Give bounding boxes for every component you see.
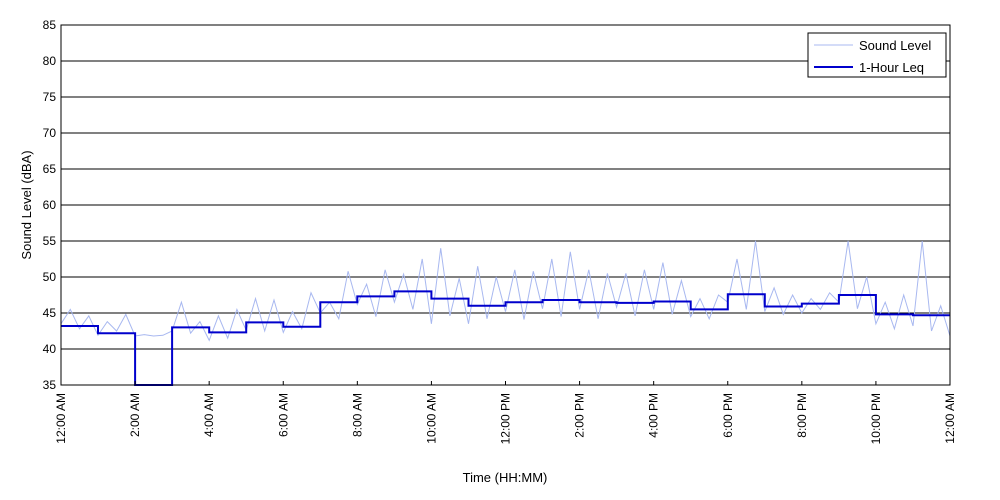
y-axis-ticks: 35 40 45 50 55 60 65 70 75 80 85 bbox=[43, 18, 65, 392]
y-tick-label: 60 bbox=[43, 198, 57, 212]
x-tick-label: 2:00 AM bbox=[128, 393, 142, 437]
legend: Sound Level 1-Hour Leq bbox=[807, 32, 947, 78]
x-axis-title: Time (HH:MM) bbox=[463, 470, 548, 485]
y-tick-label: 50 bbox=[43, 270, 57, 284]
x-tick-label: 10:00 PM bbox=[869, 393, 883, 444]
x-tick-label: 2:00 PM bbox=[573, 393, 587, 438]
x-tick-label: 12:00 AM bbox=[54, 393, 68, 444]
leq-step-line bbox=[61, 290, 950, 386]
y-tick-label: 35 bbox=[43, 378, 57, 392]
legend-box bbox=[807, 32, 947, 78]
x-tick-label: 12:00 AM bbox=[943, 393, 957, 444]
x-tick-label: 8:00 AM bbox=[350, 393, 364, 437]
y-tick-label: 45 bbox=[43, 306, 57, 320]
y-tick-label: 85 bbox=[43, 18, 57, 32]
x-tick-label: 8:00 PM bbox=[795, 393, 809, 438]
x-tick-label: 6:00 PM bbox=[721, 393, 735, 438]
sound-level-line bbox=[60, 240, 951, 342]
x-axis-ticks: 12:00 AM 2:00 AM 4:00 AM 6:00 AM 8:00 AM 10:0… bbox=[54, 381, 957, 444]
x-tick-label: 4:00 AM bbox=[202, 393, 216, 437]
x-tick-label: 4:00 PM bbox=[647, 393, 661, 438]
y-tick-label: 65 bbox=[43, 162, 57, 176]
x-tick-label: 10:00 AM bbox=[424, 393, 438, 444]
sound-level-series bbox=[60, 240, 951, 342]
y-tick-label: 80 bbox=[43, 54, 57, 68]
y-axis-title: Sound Level (dBA) bbox=[19, 150, 34, 259]
y-tick-label: 40 bbox=[43, 342, 57, 356]
x-tick-label: 12:00 PM bbox=[499, 393, 513, 444]
y-tick-label: 55 bbox=[43, 234, 57, 248]
y-tick-label: 70 bbox=[43, 126, 57, 140]
grid-lines bbox=[61, 60, 950, 350]
x-tick-label: 6:00 AM bbox=[276, 393, 290, 437]
legend-label-leq: 1-Hour Leq bbox=[859, 60, 924, 75]
y-tick-label: 75 bbox=[43, 90, 57, 104]
leq-series bbox=[61, 290, 950, 386]
legend-label-sound-level: Sound Level bbox=[859, 38, 931, 53]
